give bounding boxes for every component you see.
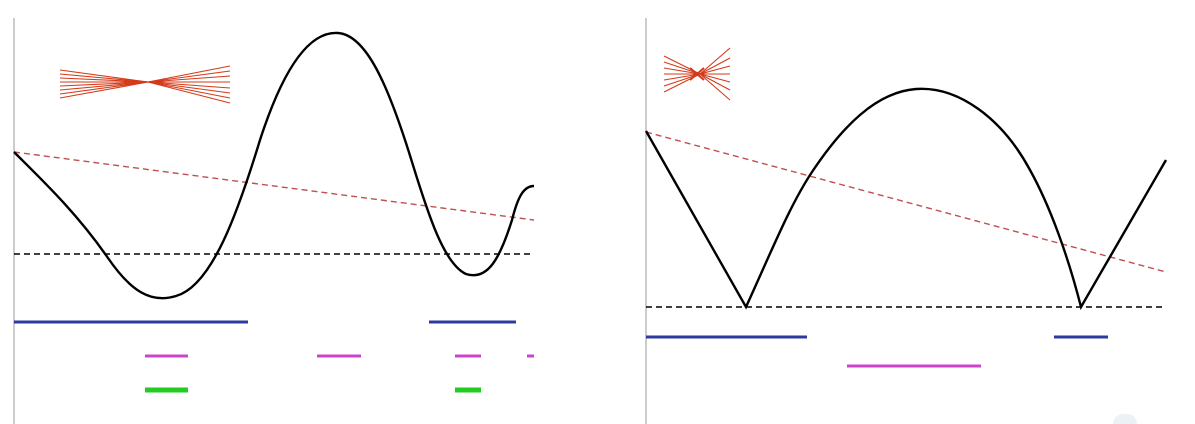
left-panel [13, 18, 535, 424]
right-slope-dashed-line [645, 131, 1167, 273]
right-ray-bundle-icon [663, 47, 731, 101]
right-panel [644, 18, 1168, 424]
right-rectified-wave-curve [644, 87, 1168, 311]
left-wave-curve [13, 31, 535, 300]
watermark-badge [1113, 414, 1137, 424]
left-slope-dashed-line [13, 151, 535, 221]
left-ray-bundle-icon [59, 65, 231, 104]
